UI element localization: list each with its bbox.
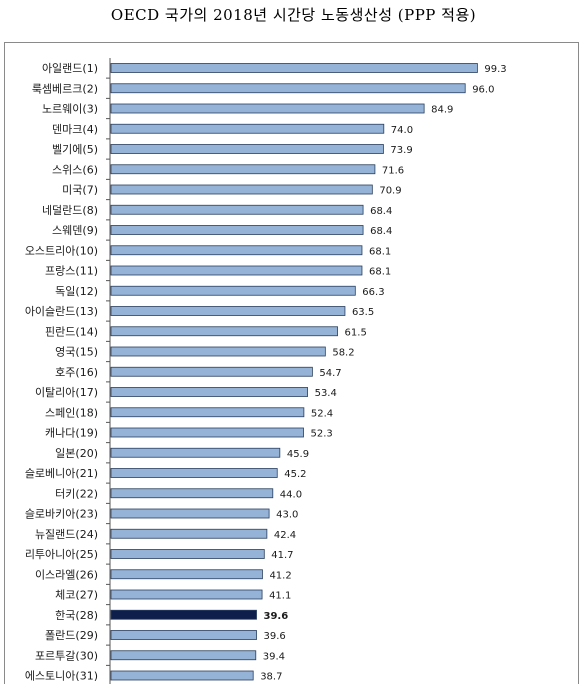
data-label: 39.4 bbox=[263, 651, 285, 662]
bar bbox=[110, 144, 384, 154]
chart-title: OECD 국가의 2018년 시간당 노동생산성 (PPP 적용) bbox=[110, 6, 477, 24]
data-label: 71.6 bbox=[382, 165, 404, 176]
data-label: 99.3 bbox=[484, 64, 506, 75]
data-label: 52.4 bbox=[311, 408, 333, 419]
data-label: 66.3 bbox=[362, 287, 384, 298]
category-label: 벨기에(5) bbox=[52, 143, 98, 156]
data-label: 39.6 bbox=[264, 631, 286, 642]
bar bbox=[110, 184, 373, 195]
category-label: 체코(27) bbox=[55, 589, 98, 602]
bar bbox=[110, 427, 304, 438]
category-label: 터키(22) bbox=[55, 487, 98, 500]
bar bbox=[110, 589, 263, 600]
data-label: 39.6 bbox=[264, 611, 289, 622]
bar bbox=[110, 306, 346, 316]
data-label: 73.9 bbox=[390, 145, 412, 156]
data-label: 43.0 bbox=[276, 510, 298, 521]
data-label: 53.4 bbox=[315, 388, 337, 399]
data-label: 54.7 bbox=[319, 368, 341, 379]
bar bbox=[110, 468, 278, 478]
bar bbox=[110, 366, 313, 377]
data-label: 38.7 bbox=[260, 672, 282, 683]
bar bbox=[110, 103, 425, 114]
data-label: 45.9 bbox=[287, 449, 309, 460]
bar bbox=[110, 164, 376, 175]
bar bbox=[110, 670, 254, 681]
bar bbox=[110, 245, 363, 256]
category-label: 뉴질랜드(24) bbox=[35, 528, 98, 541]
data-label: 42.4 bbox=[274, 530, 296, 541]
bar bbox=[110, 285, 356, 296]
category-label: 스웨덴(9) bbox=[52, 224, 98, 237]
data-label: 68.4 bbox=[370, 226, 392, 237]
category-label: 아이슬란드(13) bbox=[25, 305, 98, 318]
data-label: 45.2 bbox=[284, 469, 306, 480]
data-label: 70.9 bbox=[379, 186, 401, 197]
bar bbox=[110, 508, 270, 519]
data-label: 41.7 bbox=[271, 550, 293, 561]
bar bbox=[110, 123, 385, 134]
data-label: 74.0 bbox=[391, 125, 413, 136]
bar bbox=[110, 630, 257, 640]
data-label: 61.5 bbox=[345, 327, 367, 338]
category-label: 일본(20) bbox=[55, 446, 98, 460]
data-label: 58.2 bbox=[332, 348, 354, 359]
category-label: 미국(7) bbox=[62, 184, 98, 197]
category-label: 캐나다(19) bbox=[45, 427, 98, 440]
bar bbox=[110, 569, 263, 580]
bar bbox=[110, 63, 478, 73]
bar bbox=[110, 650, 257, 661]
category-label: 슬로바키아(23) bbox=[25, 508, 98, 521]
bar bbox=[110, 387, 308, 397]
data-label: 44.0 bbox=[280, 489, 302, 500]
data-label: 41.1 bbox=[269, 591, 291, 602]
data-label: 68.4 bbox=[370, 206, 392, 217]
category-label: 핀란드(14) bbox=[45, 325, 98, 338]
bar bbox=[110, 407, 305, 418]
category-label: 아일랜드(1) bbox=[42, 61, 98, 75]
bar bbox=[110, 265, 363, 276]
category-label: 호주(16) bbox=[55, 366, 98, 379]
bar-highlighted bbox=[110, 609, 257, 620]
data-label: 41.2 bbox=[269, 570, 291, 581]
bar bbox=[110, 204, 364, 215]
category-label: 포르투갈(30) bbox=[35, 648, 98, 662]
category-label: 룩셈베르크(2) bbox=[32, 82, 98, 95]
category-label: 이스라엘(26) bbox=[35, 568, 98, 581]
bar bbox=[110, 528, 268, 539]
category-label: 폴란드(29) bbox=[45, 629, 98, 642]
data-label: 96.0 bbox=[472, 84, 494, 95]
category-label: 영국(15) bbox=[55, 346, 98, 359]
data-label: 84.9 bbox=[431, 105, 453, 116]
bar bbox=[110, 447, 281, 458]
bar bbox=[110, 326, 338, 337]
bar bbox=[110, 488, 274, 499]
category-label: 에스토니아(31) bbox=[25, 670, 98, 683]
bar bbox=[110, 225, 364, 235]
category-label: 스페인(18) bbox=[45, 406, 98, 419]
category-label: 슬로베니아(21) bbox=[25, 467, 98, 480]
category-label: 리투아니아(25) bbox=[25, 548, 98, 561]
bar bbox=[110, 346, 326, 357]
category-label: 오스트리아(10) bbox=[25, 244, 98, 257]
bar bbox=[110, 549, 265, 559]
category-label: 스위스(6) bbox=[52, 163, 98, 176]
data-label: 63.5 bbox=[352, 307, 374, 318]
data-label: 68.1 bbox=[369, 246, 391, 257]
category-label: 네덜란드(8) bbox=[42, 204, 98, 217]
data-label: 52.3 bbox=[311, 429, 333, 440]
category-label: 한국(28) bbox=[55, 609, 98, 622]
category-label: 독일(12) bbox=[55, 284, 98, 298]
category-label: 이탈리아(17) bbox=[35, 386, 98, 399]
category-label: 덴마크(4) bbox=[52, 123, 98, 136]
chart-frame bbox=[4, 42, 579, 684]
bar bbox=[110, 83, 466, 94]
category-label: 노르웨이(3) bbox=[42, 103, 98, 116]
category-label: 프랑스(11) bbox=[45, 265, 98, 278]
data-label: 68.1 bbox=[369, 267, 391, 278]
